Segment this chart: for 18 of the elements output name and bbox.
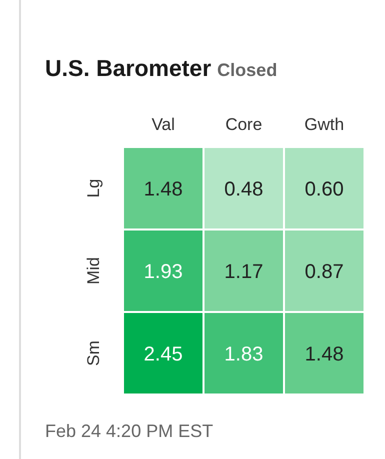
chart-title: U.S. Barometer	[45, 55, 212, 81]
text: Feb 24 4:20 PM EST	[45, 421, 214, 441]
data-label: 1.48	[304, 343, 344, 366]
x-tick-label: Val	[152, 115, 175, 134]
x-tick-label: Gwth	[304, 115, 344, 134]
data-label: 2.45	[144, 343, 183, 366]
data-label: 1.83	[224, 343, 264, 366]
y-tick-label: Lg	[84, 178, 103, 198]
y-tick-label: Mid	[84, 257, 103, 284]
chart-subtitle: Closed	[217, 60, 278, 80]
data-label: 0.87	[304, 260, 344, 283]
y-tick-label: Sm	[84, 340, 103, 366]
data-label: 1.48	[144, 178, 183, 200]
data-label: 1.93	[144, 260, 183, 283]
x-tick-label: Core	[225, 115, 262, 134]
data-label: 1.17	[224, 260, 264, 283]
data-label: 0.48	[224, 178, 264, 200]
data-label: 0.60	[304, 178, 344, 200]
